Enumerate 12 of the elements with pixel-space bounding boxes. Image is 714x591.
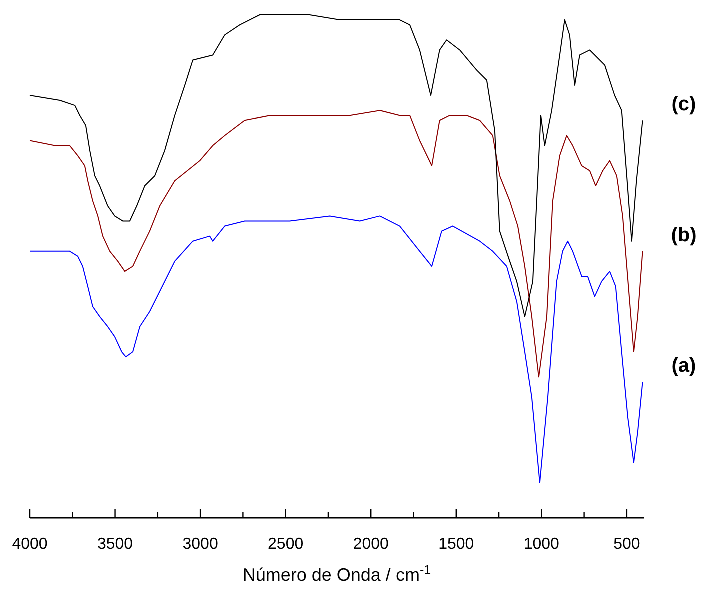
x-tick-label: 500 bbox=[614, 536, 640, 553]
series-label: (b) bbox=[671, 224, 697, 246]
x-tick-label: 3500 bbox=[97, 536, 134, 553]
x-tick-label: 1500 bbox=[438, 536, 474, 553]
series-label: (a) bbox=[672, 355, 696, 378]
x-tick-label: 3000 bbox=[182, 536, 218, 553]
x-tick-label: 2000 bbox=[353, 536, 390, 553]
x-tick-label: 2500 bbox=[268, 536, 304, 553]
x-axis-title: Número de Onda / cm$^{-1}$ bbox=[242, 563, 432, 585]
x-tick-label: 1000 bbox=[524, 536, 560, 553]
x-tick-label: 4000 bbox=[12, 536, 48, 553]
series-label: (c) bbox=[672, 94, 696, 116]
